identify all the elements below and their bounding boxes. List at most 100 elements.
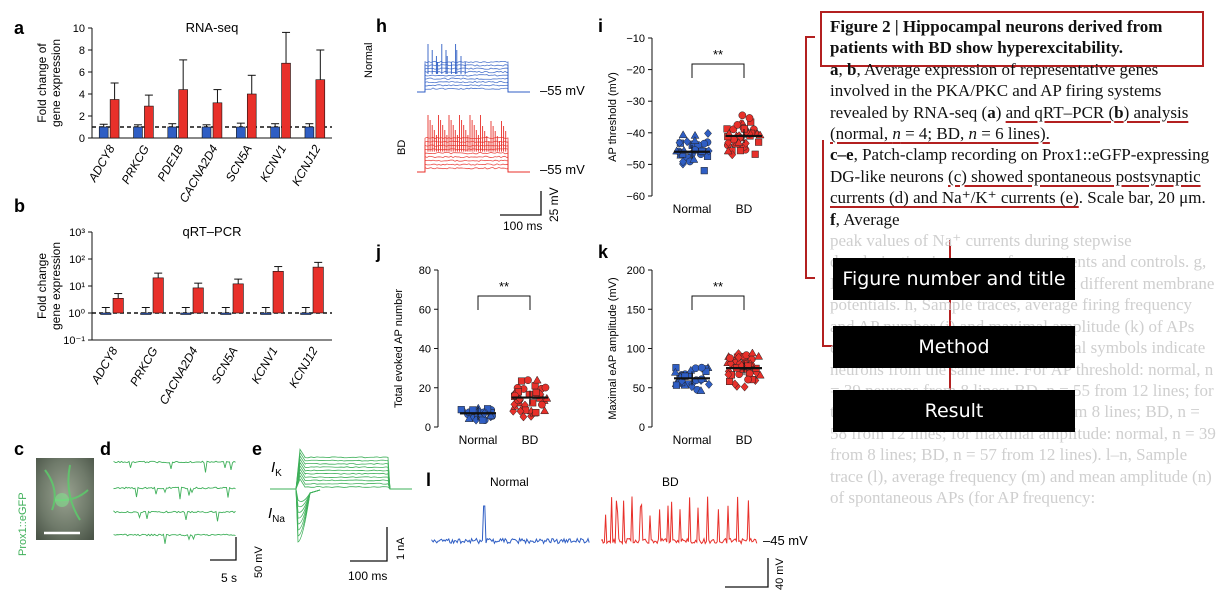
- data-point: [517, 377, 526, 385]
- chart-title: RNA-seq: [186, 20, 239, 35]
- panel-h-traces: Normal BD –55 mV –55 mV 100 ms 25 mV: [363, 43, 585, 233]
- e-scale-i: 1 nA: [395, 537, 407, 560]
- bar-normal: [304, 126, 315, 139]
- caption-title: Figure 2 | Hippocampal neurons derived f…: [830, 17, 1163, 58]
- voltage-step-trace: [417, 159, 530, 173]
- l-bd-label: BD: [662, 475, 679, 489]
- bar-bd: [178, 89, 188, 139]
- k-current-trace: [270, 474, 412, 490]
- category-label: KCNV1: [257, 143, 289, 185]
- y-tick-label: 10⁻¹: [63, 335, 85, 347]
- l-spontaneous-ap-traces: [431, 496, 758, 546]
- significance-bracket: [477, 295, 531, 310]
- data-point: [738, 111, 747, 120]
- h-normal-voltage: –55 mV: [540, 83, 585, 98]
- data-point: [747, 348, 757, 357]
- data-point: [740, 382, 749, 392]
- bar-bd: [212, 102, 223, 139]
- chart-title: qRT–PCR: [182, 224, 241, 239]
- voltage-step-trace: [417, 166, 530, 173]
- normal-trace: [431, 505, 590, 545]
- l-voltage: –45 mV: [763, 533, 808, 548]
- data-point: [723, 146, 733, 155]
- category-label: BD: [736, 433, 753, 447]
- bar-bd: [112, 298, 124, 314]
- voltage-step-trace: [417, 64, 530, 93]
- category-label: SCN5A: [208, 345, 240, 387]
- d-scale-t: 5 s: [221, 571, 237, 585]
- data-point: [479, 416, 487, 424]
- k-current-trace: [270, 478, 412, 490]
- data-point: [670, 367, 680, 376]
- k-current-trace: [270, 471, 412, 490]
- data-point: [744, 375, 752, 384]
- data-point: [696, 386, 706, 394]
- data-point: [540, 406, 550, 415]
- y-axis-label: Maximal eAP amplitude (mV): [607, 277, 619, 419]
- bar-normal: [133, 126, 143, 139]
- y-tick-label: 60: [419, 304, 431, 316]
- h-scale-bar: [500, 191, 542, 216]
- significance-label: **: [713, 47, 723, 62]
- panel-label-j: j: [375, 242, 381, 262]
- y-axis-label: AP threshold (mV): [607, 72, 619, 162]
- data-point: [683, 137, 692, 147]
- panel-label-l: l: [426, 470, 431, 490]
- bar-normal: [220, 312, 232, 315]
- data-point: [755, 370, 765, 379]
- category-label: KCNJ12: [289, 142, 324, 188]
- y-tick-label: 10: [73, 23, 85, 35]
- data-point: [704, 379, 713, 389]
- y-axis-label: Fold changegene expression: [35, 242, 63, 330]
- bar-normal: [100, 312, 112, 315]
- bar-bd: [281, 62, 291, 139]
- bd-trace: [601, 496, 758, 546]
- y-tick-label: 2: [79, 111, 85, 123]
- panel-label-b: b: [14, 196, 25, 216]
- y-tick-label: 100: [627, 344, 645, 356]
- data-point: [687, 382, 696, 392]
- k-current-trace: [270, 458, 412, 490]
- caption-paragraph-ce: c–e, Patch-clamp recording on Prox1::eGF…: [830, 145, 1210, 229]
- chart-i-ap-threshold: −60 −50 −40 −30 −20 −10 Normal BD ** AP threshold…: [607, 33, 765, 216]
- k-current-trace: [270, 454, 412, 490]
- category-label: CACNA2D4: [156, 344, 200, 407]
- data-point: [532, 408, 540, 417]
- bar-bd: [109, 99, 120, 139]
- e-na-k-currents: [270, 448, 412, 543]
- bar-bd: [272, 271, 284, 314]
- e-scale-bar: [350, 527, 388, 562]
- data-point: [532, 375, 542, 384]
- y-tick-label: 20: [419, 383, 431, 395]
- category-label: PRKCG: [119, 143, 152, 187]
- connector-method: [822, 140, 833, 347]
- voltage-step-trace: [417, 163, 530, 173]
- y-tick-label: 6: [79, 67, 85, 79]
- y-tick-label: 8: [79, 45, 85, 57]
- d-scale-bar: [210, 537, 237, 561]
- y-tick-label: 4: [79, 89, 85, 101]
- data-point: [679, 157, 687, 167]
- y-tick-label: 50: [633, 383, 645, 395]
- voltage-step-trace: [417, 67, 530, 93]
- panel-label-a: a: [14, 18, 25, 38]
- data-point: [754, 351, 764, 360]
- l-normal-label: Normal: [490, 475, 529, 489]
- data-point: [678, 130, 688, 139]
- y-tick-label: 10³: [69, 227, 85, 239]
- category-label: KCNJ12: [286, 344, 321, 390]
- y-tick-label: −60: [626, 191, 645, 203]
- voltage-step-trace: [417, 84, 530, 93]
- data-point: [486, 411, 496, 420]
- bar-normal: [270, 126, 280, 139]
- annotation-result: Result: [833, 390, 1075, 432]
- l-scale-v: 40 mV: [774, 558, 786, 590]
- data-point: [734, 138, 744, 146]
- voltage-step-trace: [417, 151, 530, 173]
- category-label: PDE1B: [155, 143, 187, 184]
- category-label: PRKCG: [127, 345, 160, 389]
- data-point: [755, 138, 763, 146]
- y-tick-label: −10: [626, 33, 645, 45]
- bar-bd: [246, 93, 257, 139]
